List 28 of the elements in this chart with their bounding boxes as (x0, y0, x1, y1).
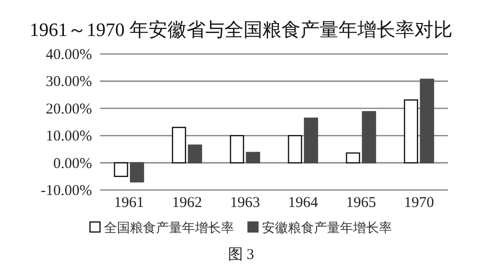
legend-label: 全国粮食产量年增长率 (104, 220, 234, 235)
bar (188, 144, 202, 164)
bar (172, 126, 186, 164)
x-tick-label: 1962 (172, 195, 202, 211)
x-tick-label: 1970 (404, 195, 434, 211)
x-tick-label: 1965 (346, 195, 376, 211)
bar (362, 111, 376, 164)
bar (304, 118, 318, 164)
y-tick-label: 30.00% (46, 74, 92, 90)
bar (246, 152, 260, 164)
y-tick-label: 10.00% (46, 128, 92, 145)
caption: 图 3 (228, 247, 254, 263)
y-tick-label: 40.00% (46, 47, 92, 63)
x-tick-label: 1961 (114, 195, 144, 211)
bar (114, 162, 128, 177)
y-tick-label: -10.00% (40, 183, 92, 199)
bar (404, 99, 418, 164)
y-tick-label: 20.00% (46, 101, 92, 118)
x-tick-label: 1964 (288, 195, 318, 211)
x-tick-label: 1963 (230, 195, 260, 211)
bar (130, 162, 144, 182)
bar (346, 152, 360, 164)
bar (288, 135, 302, 164)
legend-label: 安徽粮食产量年增长率 (262, 220, 392, 235)
bar (230, 135, 244, 164)
y-tick-label: 0.00% (53, 156, 92, 172)
bar (420, 78, 434, 164)
chart-title: 1961～1970 年安徽省与全国粮食产量年增长率对比 (30, 19, 452, 41)
